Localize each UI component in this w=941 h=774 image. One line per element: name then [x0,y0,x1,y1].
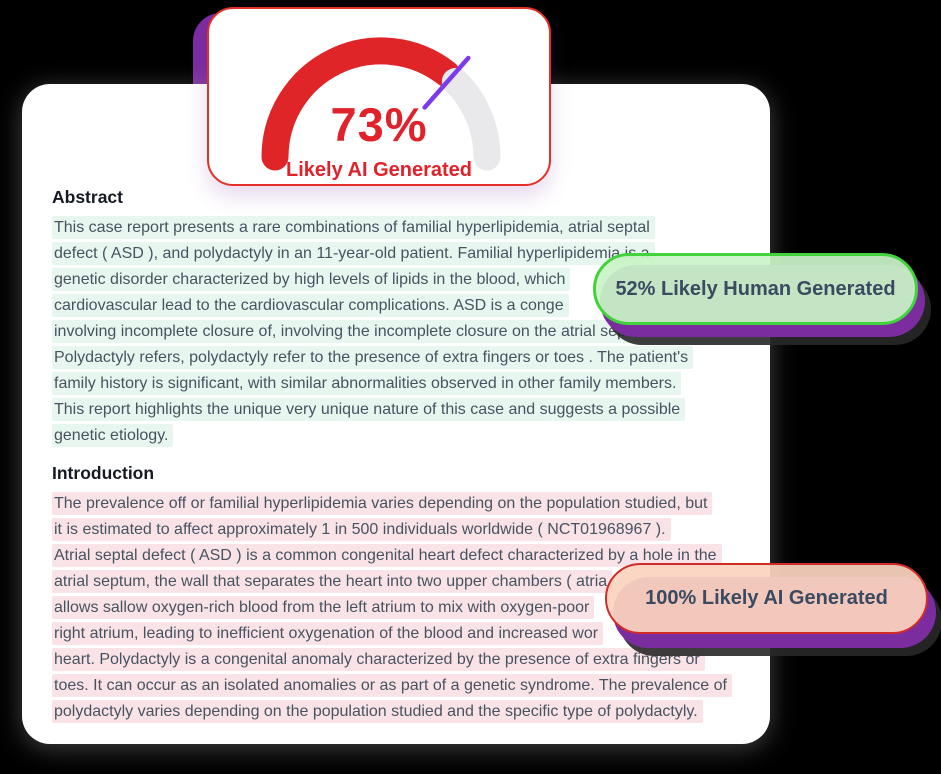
highlighted-text-line: Polydactyly refers, polydactyly refer to… [52,345,694,371]
highlighted-text-line: genetic etiology. [52,423,693,449]
introduction-lines: The prevalence off or familial hyperlipi… [52,491,732,725]
highlighted-text-line: toes. It can occur as an isolated anomal… [52,673,732,699]
highlighted-text-line: The prevalence off or familial hyperlipi… [52,491,732,517]
ai-score-gauge-card: 73% Likely AI Generated [207,7,551,186]
highlighted-text-line: This case report presents a rare combina… [52,215,693,241]
ai-badge-label: 100% Likely AI Generated [645,587,888,609]
gauge-percent-value: 73% [330,98,428,151]
abstract-heading: Abstract [52,187,123,207]
human-generated-badge[interactable]: 52% Likely Human Generated [593,253,918,325]
ai-generated-badge[interactable]: 100% Likely AI Generated [605,563,928,634]
document-card: Abstract This case report presents a rar… [22,84,770,744]
highlighted-text-line: heart. Polydactyly is a congenital anoma… [52,647,732,673]
highlighted-text-line: cardiovascular lead to the cardiovascula… [52,293,693,319]
highlighted-text-line: it is estimated to affect approximately … [52,517,732,543]
highlighted-text-line: defect ( ASD ), and polydactyly in an 11… [52,241,693,267]
highlighted-text-line: This report highlights the unique very u… [52,397,693,423]
abstract-lines: This case report presents a rare combina… [52,215,694,449]
highlighted-text-line: Atrial septal defect ( ASD ) is a common… [52,543,732,569]
abstract-section: Abstract This case report presents a rar… [52,187,694,449]
highlighted-text-line: allows sallow oxygen-rich blood from the… [52,595,732,621]
gauge-verdict-label: Likely AI Generated [286,159,472,181]
introduction-heading: Introduction [52,463,155,483]
highlighted-text-line: atrial septum, the wall that separates t… [52,569,732,595]
gauge-needle-icon [422,55,471,110]
highlighted-text-line: genetic disorder characterized by high l… [52,267,693,293]
highlighted-text-line: involving incomplete closure of, involvi… [52,319,693,345]
human-badge-label: 52% Likely Human Generated [615,277,896,300]
gauge-arc [261,37,501,171]
highlighted-text-line: family history is significant, with simi… [52,371,693,397]
highlighted-text-line: right atrium, leading to inefficient oxy… [52,621,732,647]
highlighted-text-line: polydactyly varies depending on the popu… [52,699,732,725]
introduction-section: Introduction The prevalence off or famil… [52,463,732,725]
